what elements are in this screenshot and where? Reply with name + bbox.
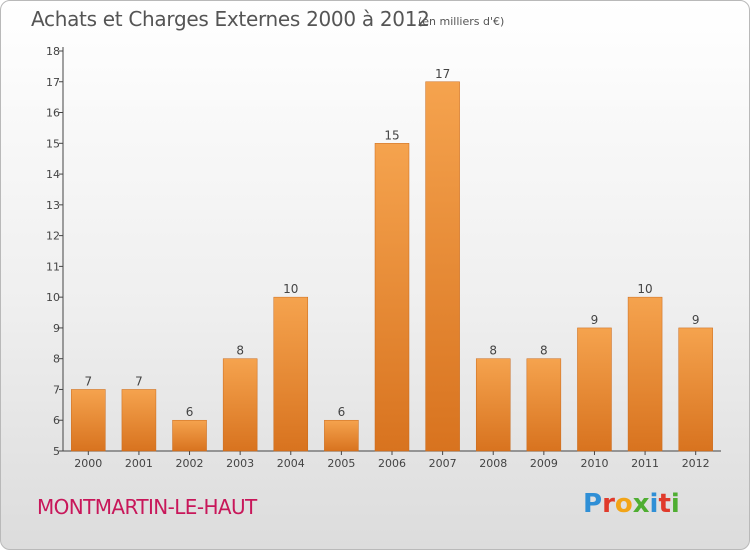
y-tick-label: 18 <box>46 45 60 58</box>
y-tick-label: 11 <box>46 260 60 273</box>
data-label-2005: 6 <box>338 405 346 419</box>
x-tick-label: 2006 <box>378 457 406 470</box>
y-tick-label: 5 <box>53 445 60 458</box>
bar-2006 <box>374 143 410 452</box>
y-tick-label: 16 <box>46 107 60 120</box>
x-tick-label: 2001 <box>125 457 153 470</box>
x-tick-label: 2008 <box>479 457 507 470</box>
bar-2000 <box>71 389 106 452</box>
y-tick-label: 10 <box>46 291 60 304</box>
x-tick-label: 2004 <box>277 457 305 470</box>
y-tick-label: 17 <box>46 76 60 89</box>
bar-2005 <box>324 419 359 452</box>
logo-letter: i <box>670 489 680 519</box>
y-tick-label: 12 <box>46 230 60 243</box>
x-tick-label: 2011 <box>631 457 659 470</box>
bar-2009 <box>526 358 562 452</box>
data-label-2003: 8 <box>236 344 244 358</box>
x-tick-label: 2005 <box>327 457 355 470</box>
data-label-2010: 9 <box>591 313 599 327</box>
bar-2008 <box>475 358 511 452</box>
bar-2003 <box>222 358 258 452</box>
y-tick-label: 14 <box>46 168 60 181</box>
x-tick-label: 2003 <box>226 457 254 470</box>
y-tick-label: 8 <box>53 353 60 366</box>
logo-letter: x <box>632 489 650 519</box>
x-tick-label: 2012 <box>682 457 710 470</box>
y-tick-label: 13 <box>46 199 60 212</box>
data-label-2007: 17 <box>435 67 450 81</box>
data-label-2006: 15 <box>384 128 399 142</box>
data-label-2011: 10 <box>637 282 652 296</box>
bar-2010 <box>577 327 612 452</box>
logo-letter: t <box>658 489 671 519</box>
bar-2001 <box>121 389 157 452</box>
bar-2002 <box>172 419 207 452</box>
data-label-2012: 9 <box>692 313 700 327</box>
x-tick-label: 2000 <box>74 457 102 470</box>
logo-letter: r <box>602 489 615 519</box>
y-tick-label: 7 <box>53 383 60 396</box>
logo-letter: i <box>649 489 659 519</box>
bar-2007 <box>425 81 460 452</box>
data-label-2000: 7 <box>84 374 92 388</box>
y-tick-label: 6 <box>53 414 60 427</box>
commune-name: MONTMARTIN-LE-HAUT <box>37 495 257 519</box>
y-tick-label: 9 <box>53 322 60 335</box>
x-tick-label: 2009 <box>530 457 558 470</box>
x-tick-label: 2007 <box>429 457 457 470</box>
bar-2011 <box>627 296 663 452</box>
chart-unit: (en milliers d'€) <box>418 15 505 28</box>
data-label-2009: 8 <box>540 344 548 358</box>
logo-letter: P <box>583 489 603 519</box>
bar-2004 <box>273 296 309 452</box>
data-label-2001: 7 <box>135 374 143 388</box>
data-label-2002: 6 <box>186 405 194 419</box>
logo-letter: o <box>614 489 633 519</box>
data-label-2008: 8 <box>489 344 497 358</box>
x-tick-label: 2010 <box>580 457 608 470</box>
bar-2012 <box>678 327 713 452</box>
proxiti-logo[interactable]: Proxiti <box>583 489 680 519</box>
x-tick-label: 2002 <box>176 457 204 470</box>
data-label-2004: 10 <box>283 282 298 296</box>
y-tick-label: 15 <box>46 137 60 150</box>
chart-title: Achats et Charges Externes 2000 à 2012 <box>31 7 430 31</box>
